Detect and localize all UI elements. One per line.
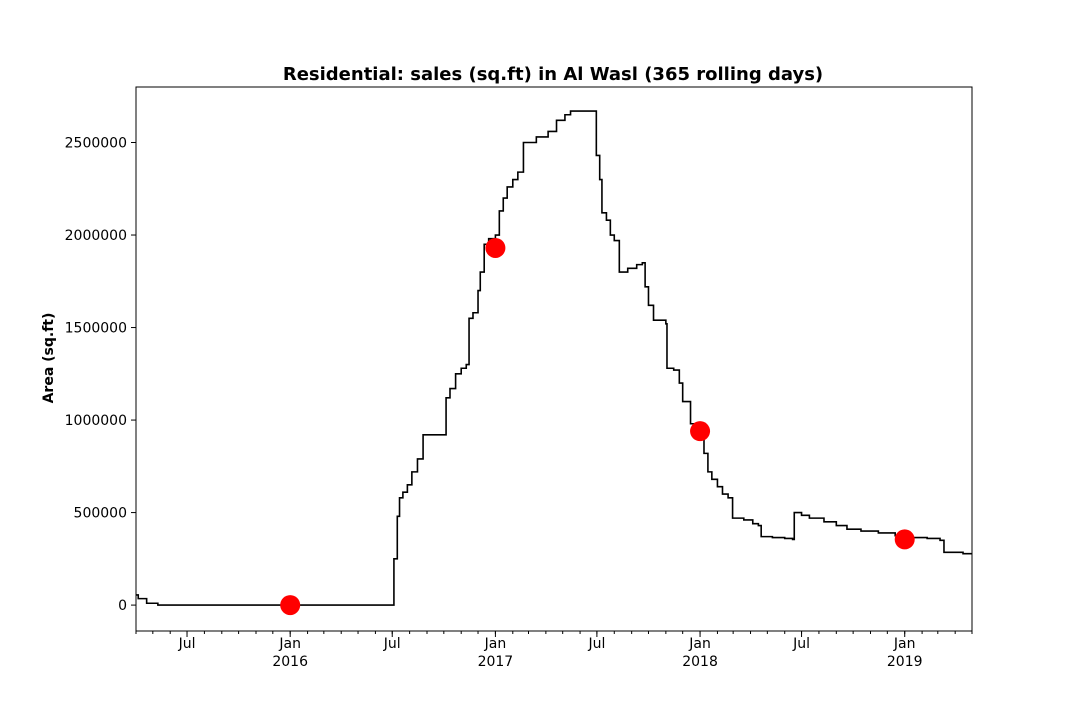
y-tick-label: 0 [118, 598, 127, 614]
x-tick-label: Jan [893, 636, 916, 652]
series-line [136, 110, 972, 606]
x-tick-year-label: 2017 [478, 654, 514, 670]
x-axis-ticks: Jul Jan 2016 Jul Jan 2017 Jul Jan 2018 Jul Jan 2019 [135, 631, 973, 670]
highlight-marker [280, 595, 301, 616]
x-tick-year-label: 2019 [887, 654, 923, 670]
x-tick-label: Jul [383, 636, 401, 652]
x-tick-year-label: 2016 [272, 654, 308, 670]
x-tick-label: Jan [688, 636, 711, 652]
y-tick-label: 1500000 [65, 321, 127, 337]
y-tick-label: 2500000 [65, 136, 127, 152]
y-axis-label: Area (sq.ft) [41, 313, 57, 404]
y-tick-label: 1000000 [65, 413, 127, 429]
highlight-marker [690, 421, 711, 442]
y-axis-ticks: 0 500000 1000000 1500000 2000000 2500000 [65, 136, 136, 614]
x-tick-label: Jul [587, 636, 605, 652]
x-tick-year-label: 2018 [682, 654, 718, 670]
x-tick-label: Jan [278, 636, 301, 652]
plot-frame [135, 86, 973, 632]
highlight-marker [485, 237, 506, 258]
highlight-marker [894, 529, 915, 550]
y-tick-label: 500000 [74, 506, 127, 522]
x-tick-label: Jan [484, 636, 507, 652]
marker-layer [280, 237, 915, 616]
chart-title: Residential: sales (sq.ft) in Al Wasl (3… [283, 64, 823, 85]
x-tick-label: Jul [792, 636, 810, 652]
series-layer [136, 110, 972, 606]
y-tick-label: 2000000 [65, 228, 127, 244]
x-tick-label: Jul [178, 636, 196, 652]
